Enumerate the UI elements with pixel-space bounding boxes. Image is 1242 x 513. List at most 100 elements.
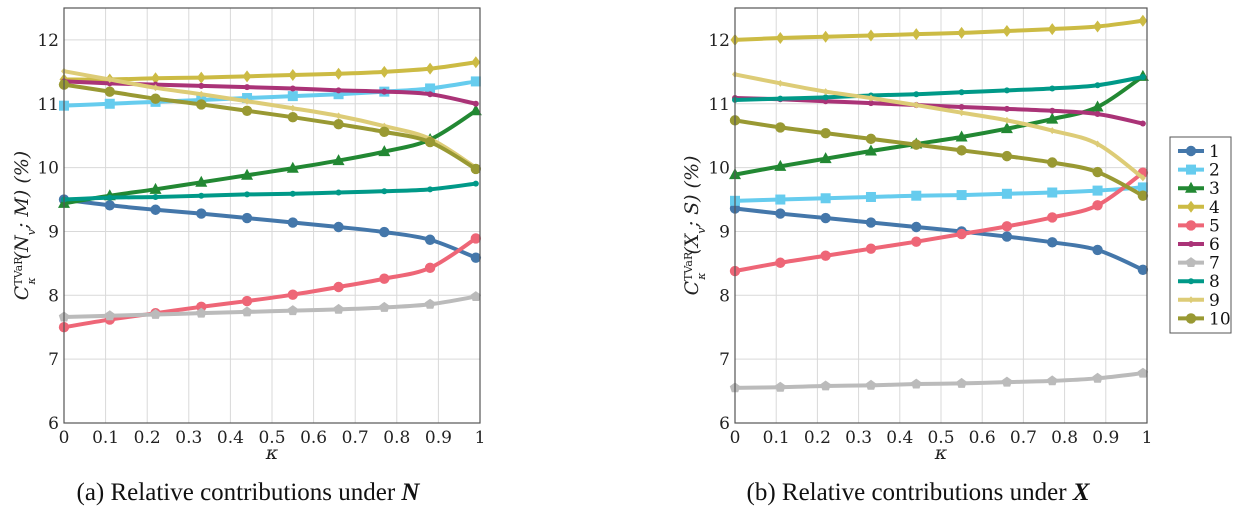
series-3-point [378,145,391,157]
series-2-point [1001,188,1012,199]
y-tick-label: 12 [708,31,730,51]
series-2-point [470,76,481,87]
series-10-point [865,133,877,145]
series-3-point [1000,122,1013,134]
panel-caption: (a) Relative contributions under N [77,479,421,506]
series-7-point [196,307,207,318]
series-2-point [1137,182,1148,193]
series-10 [729,115,1149,201]
series-6-point [427,91,434,98]
series-6-point [867,100,874,107]
series-5-point [379,273,390,284]
series-10-point [1047,157,1058,168]
series-7 [729,367,1149,393]
series-7-point [911,378,922,389]
series-9-line [62,69,478,170]
x-tick-label: 0.3 [175,428,202,448]
series-2-point [333,89,344,100]
series-8-point [335,189,342,196]
series-8-point [198,192,205,199]
series-2-point [911,190,922,201]
x-tick-label: 0.1 [763,428,790,448]
series-9-point [198,90,205,98]
series-3-point [469,104,482,116]
series-4-point [775,32,785,45]
y-tick-label: 8 [719,286,730,306]
series-9-point [1139,174,1146,182]
series-8-point [472,180,479,187]
x-tick-label: 0.8 [1051,428,1078,448]
legend-marker [1186,164,1196,175]
legend-marker [1185,181,1197,193]
legend-label: 3 [1209,179,1220,199]
series-8-point [1049,85,1056,92]
legend-entry-4: 4 [1178,198,1220,218]
series-10-line [733,118,1145,198]
series-6-point [289,85,296,92]
series-6-point [244,84,251,91]
series-7-point [956,377,967,388]
x-tick-label: 0.4 [217,428,244,448]
series-7-point [1137,367,1149,378]
x-tick-label: 0.9 [1092,428,1119,448]
series-10-point [196,99,207,110]
legend-label: 6 [1209,235,1220,255]
series-5-point [956,228,967,240]
series-3-point [195,175,208,187]
series-1-line [733,206,1145,272]
y-tick-label: 7 [719,350,730,370]
y-tick-label: 6 [719,414,730,434]
y-tick-label: 10 [37,159,59,179]
series-8-point [289,190,296,197]
x-tick-label: 0 [59,428,70,448]
series-3-point [864,144,877,156]
legend-label: 4 [1209,198,1220,218]
series-1-point [470,252,482,263]
y-tick-label: 12 [37,31,59,51]
y-axis-label: CTVaRκ(Xv; S) (%) [681,156,708,296]
series-8-point [1139,73,1146,80]
series-2-point [956,190,967,201]
series-10-line [62,82,478,171]
x-tick-label: 0 [730,428,741,448]
y-axis-label: CTVaRκ(Nv; M) (%) [11,151,38,300]
legend-entry-6: 6 [1178,235,1220,255]
legend-marker [1188,296,1194,304]
series-9-point [106,76,113,84]
series-4-point [957,26,967,39]
legend-marker [1188,278,1194,285]
series-10-point [287,111,298,123]
series-10-point [911,139,922,150]
series-9-point [822,88,829,96]
series-9-point [152,84,159,92]
series-2-point [425,83,436,94]
series-10-point [333,119,344,130]
legend-label: 2 [1209,161,1220,181]
series-7-point [104,310,115,321]
series-4-line [62,60,478,82]
series-7-point [820,380,831,391]
series-1-point [241,212,253,224]
chart-panel-a: 0 0.1 0.2 0.3 0.4 0.5 0.6 0.7 0.8 0.9 1 6 7 8 9 10 11 12 κ… [11,7,485,506]
x-tick-label: 0.7 [342,428,369,448]
series-6-point [1003,105,1010,112]
series-3-point [955,130,968,142]
series-3-point [241,168,254,180]
series-7-point [865,379,877,390]
series-10-point [104,86,115,97]
series-9 [61,67,479,172]
series-8 [61,180,479,203]
series-1-point [150,204,161,215]
series-9-point [335,112,342,120]
series-1-line [62,197,478,260]
legend-entry-10: 10 [1178,309,1231,329]
series-10-point [1092,166,1103,178]
series-3-point [286,161,299,173]
series-1-point [424,234,436,245]
series-5-point [424,262,436,274]
series-2-line [733,185,1145,203]
series-7-point [775,381,786,392]
series-6-point [1049,107,1056,114]
series-4-point [151,72,161,85]
plot-frame [63,7,481,424]
